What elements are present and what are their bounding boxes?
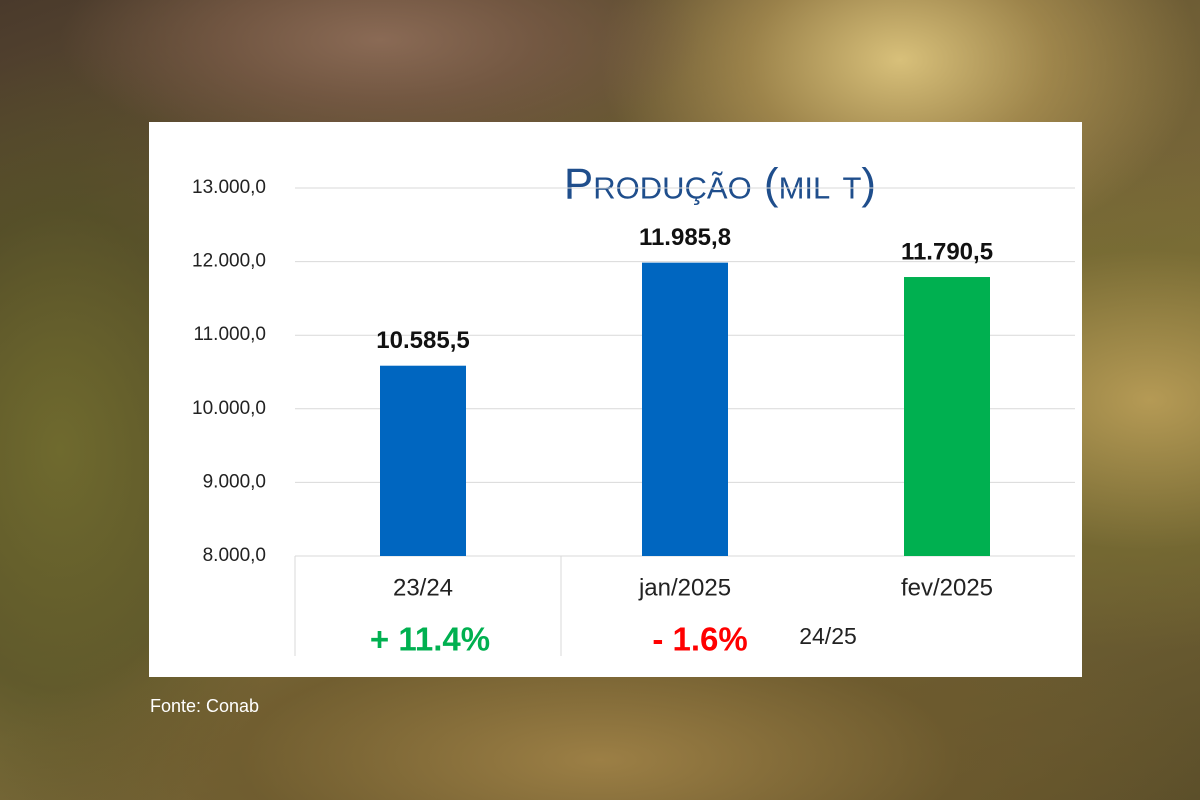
change-annotation: + 11.4%	[370, 621, 490, 658]
x-tick-label: fev/2025	[901, 574, 993, 601]
bar	[380, 365, 466, 556]
y-tick-label: 11.000,0	[193, 324, 266, 345]
chart-title: Produção (mil t)	[564, 160, 876, 209]
group-label: 24/25	[799, 623, 857, 649]
value-label: 11.790,5	[901, 238, 993, 265]
bar	[904, 277, 990, 556]
source-note: Fonte: Conab	[150, 696, 259, 716]
bar	[642, 262, 728, 556]
value-label: 10.585,5	[376, 327, 469, 354]
y-tick-label: 13.000,0	[192, 177, 266, 198]
y-tick-label: 10.000,0	[192, 398, 266, 419]
y-tick-label: 12.000,0	[192, 251, 266, 272]
value-label: 11.985,8	[639, 224, 731, 251]
change-annotation: - 1.6%	[652, 621, 747, 658]
x-tick-label: jan/2025	[638, 574, 731, 601]
x-tick-label: 23/24	[393, 574, 453, 601]
y-tick-label: 9.000,0	[203, 471, 266, 492]
y-tick-label: 8.000,0	[203, 545, 266, 566]
